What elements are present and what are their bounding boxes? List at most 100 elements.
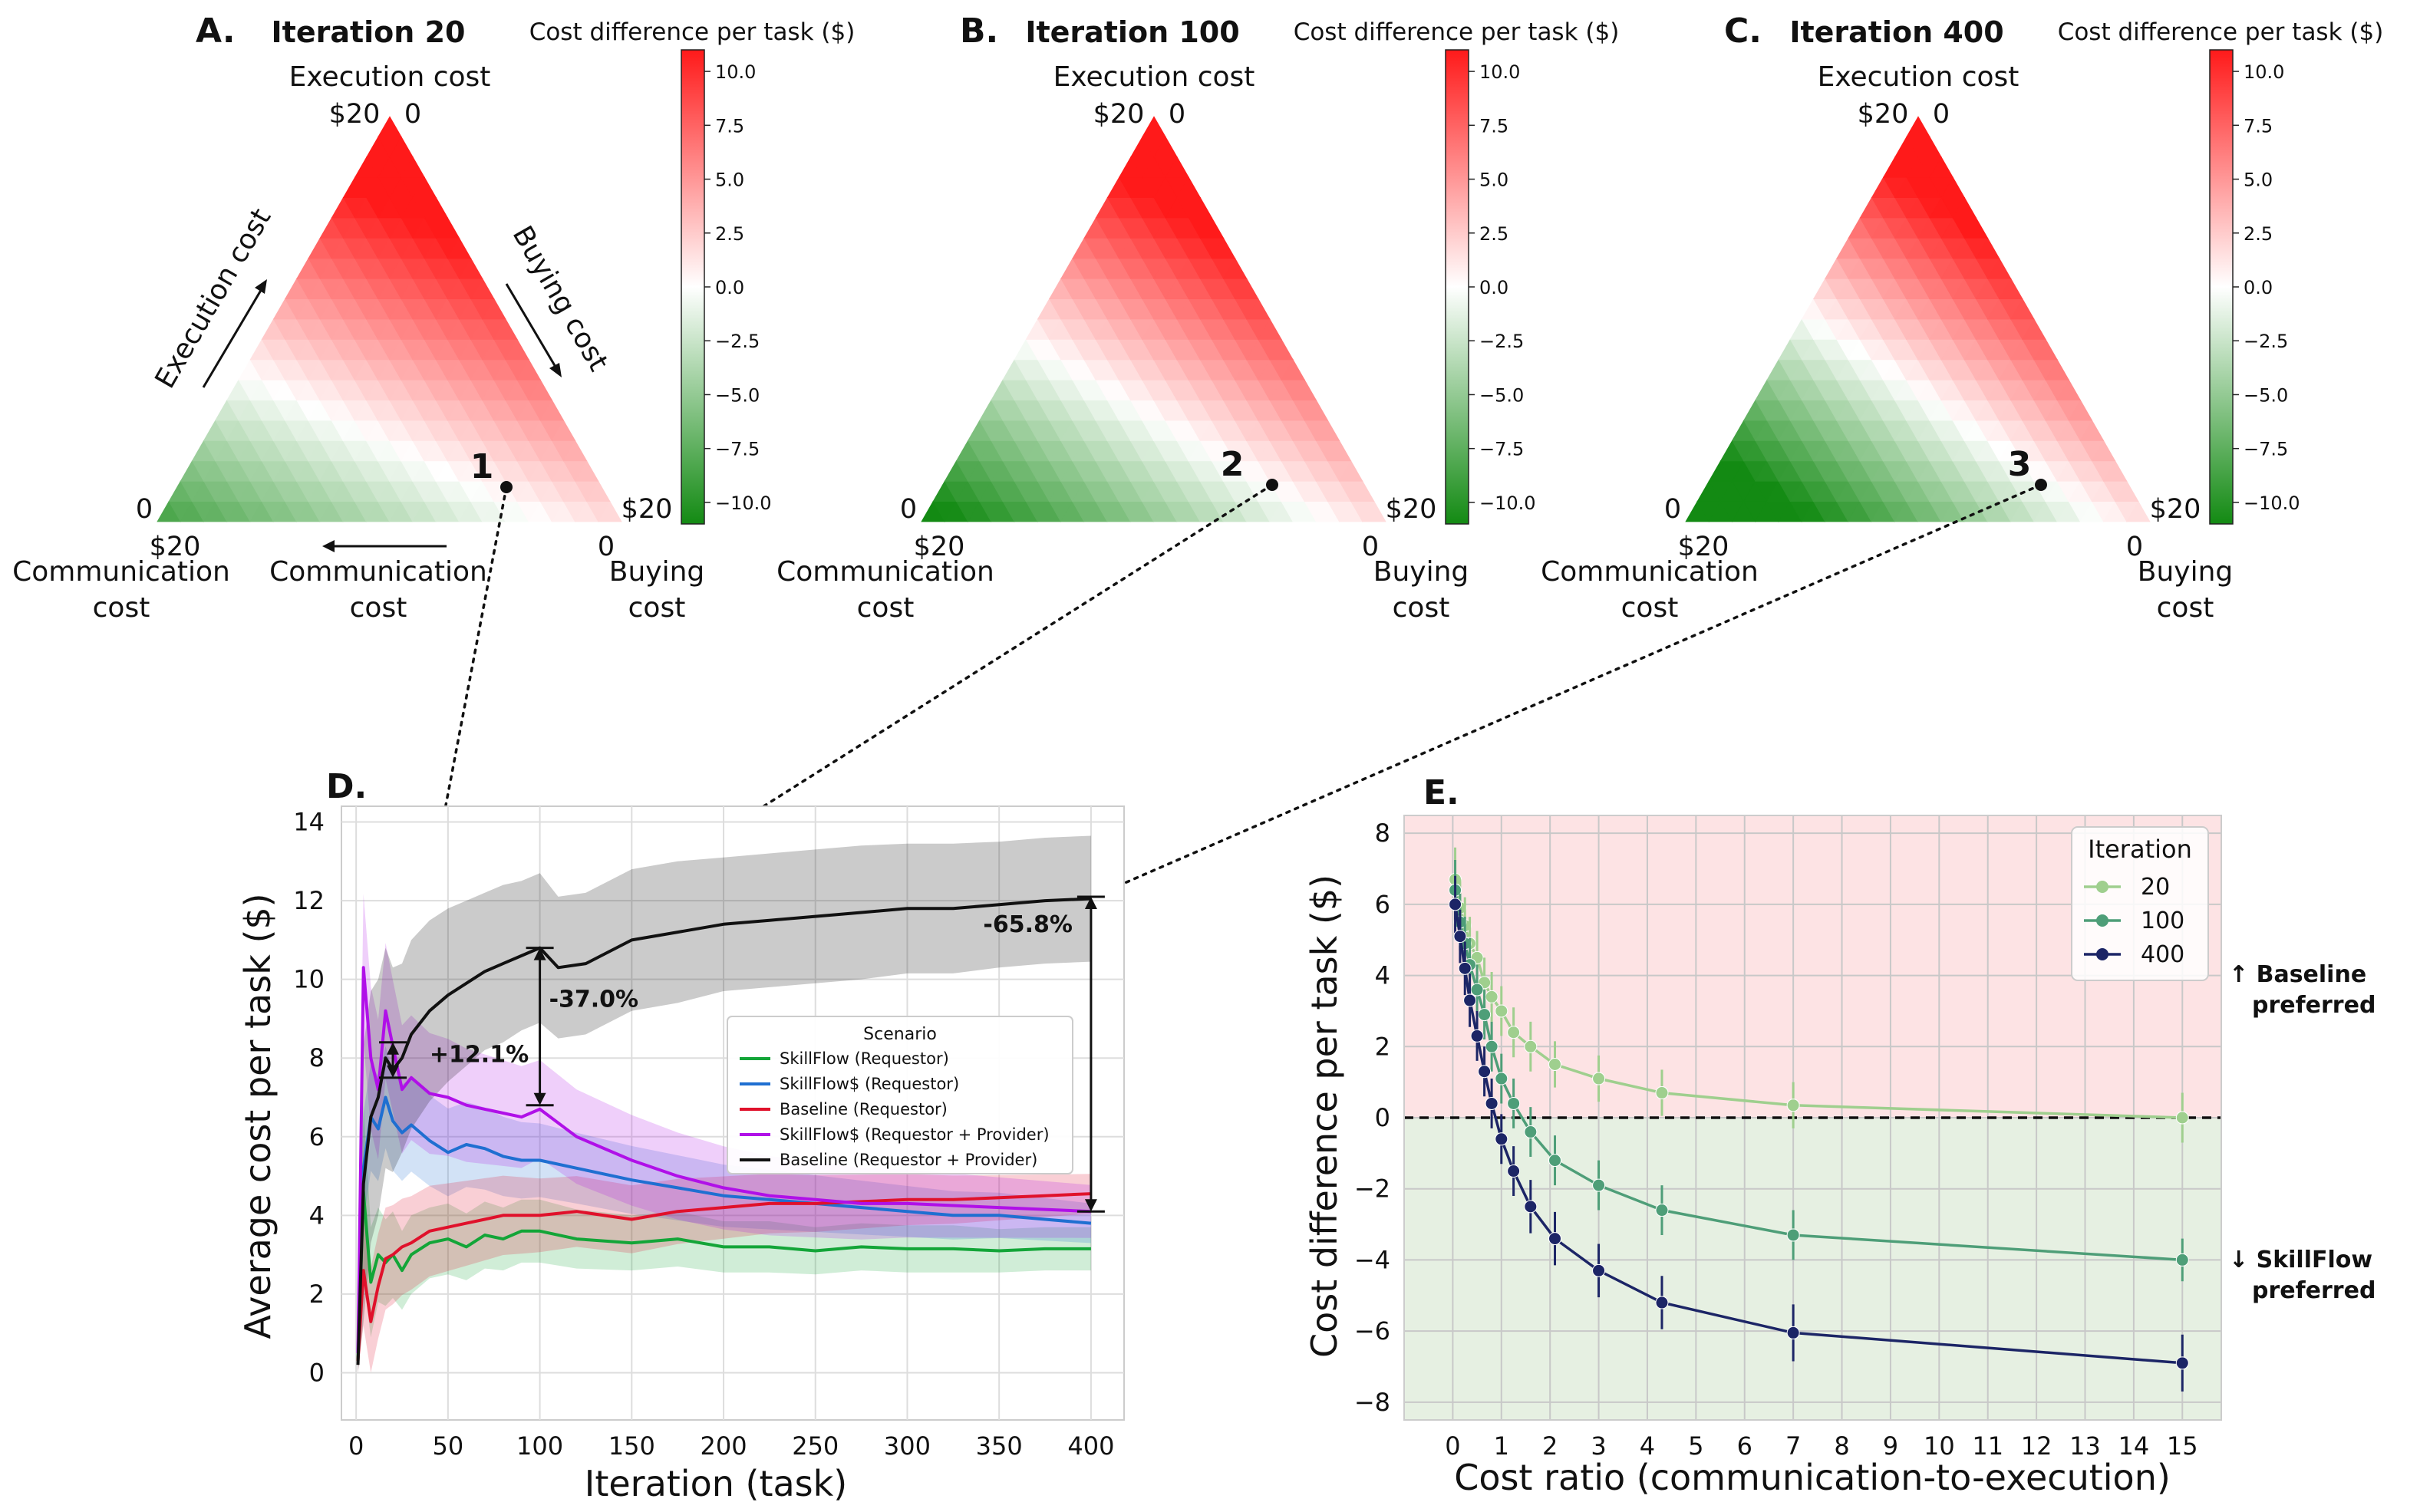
ternary-cell xyxy=(1963,217,1989,239)
corner-right-label-b: 0 xyxy=(598,532,615,562)
corner-left-label-a: 0 xyxy=(1664,494,1681,525)
colorbar-tick-label: −2.5 xyxy=(715,331,760,352)
x-tick-label: 13 xyxy=(2069,1431,2101,1461)
y-tick-label: −4 xyxy=(1354,1245,1390,1274)
x-tick-label: 15 xyxy=(2167,1431,2198,1461)
ternary-cell xyxy=(516,358,541,380)
legend-box xyxy=(2071,826,2209,981)
corner-right-label-a: $20 xyxy=(2150,494,2201,525)
ternary-cell xyxy=(1304,399,1329,421)
x-tick-label: 4 xyxy=(1640,1431,1655,1461)
x-tick-label: 2 xyxy=(1542,1431,1558,1461)
data-point xyxy=(1592,1263,1606,1277)
buying-axis-label-line2: cost xyxy=(628,592,686,624)
corner-top-label-a: $20 xyxy=(1858,99,1909,130)
ternary-marker-label: 2 xyxy=(1221,445,1245,484)
x-tick-label: 0 xyxy=(1445,1431,1460,1461)
legend-title: Iteration xyxy=(2088,835,2192,864)
ternary-cell xyxy=(1199,217,1225,239)
colorbar-tick-label: 10.0 xyxy=(1479,61,1520,83)
series-line xyxy=(356,1190,1091,1362)
legend-box xyxy=(727,1016,1073,1174)
corner-left-label-a: 0 xyxy=(136,494,153,525)
ternary-cell xyxy=(598,500,622,522)
ternary-cells xyxy=(921,116,1386,522)
data-point xyxy=(1470,983,1484,996)
ternary-cell xyxy=(1986,257,2012,279)
ternary-cell xyxy=(2068,399,2093,421)
x-tick-label: 3 xyxy=(1591,1431,1606,1461)
colorbar-tick-label: −5.0 xyxy=(1479,384,1524,406)
ternary-cell xyxy=(505,338,529,361)
panel-label: B. xyxy=(960,12,998,51)
y-tick-label: 4 xyxy=(1375,961,1390,990)
panel-title: Iteration 100 xyxy=(1025,15,1239,49)
buying-axis-label-line2: cost xyxy=(1393,592,1450,624)
panel-e-xlabel: Cost ratio (communication-to-execution) xyxy=(1454,1457,2171,1498)
ternary-cell xyxy=(458,257,483,279)
communication-axis-label-line2: cost xyxy=(1621,592,1679,624)
colorbar-tick-label: 0.0 xyxy=(1479,277,1508,298)
ternary-cell xyxy=(1906,116,1930,137)
data-point xyxy=(1463,993,1477,1007)
y-tick-label: 10 xyxy=(293,965,325,994)
x-tick-label: 5 xyxy=(1688,1431,1703,1461)
y-tick-label: −6 xyxy=(1354,1316,1390,1346)
data-point xyxy=(1495,1004,1508,1018)
colorbar xyxy=(681,49,705,525)
colorbar-tick-label: 2.5 xyxy=(1479,223,1508,245)
buying-axis-label-line2: cost xyxy=(2157,592,2214,624)
corner-left-label-b: $20 xyxy=(914,532,965,562)
region-label-baseline-line2: preferred xyxy=(2252,992,2375,1019)
data-point xyxy=(1485,1096,1498,1110)
ternary-cell xyxy=(1234,278,1259,300)
x-tick-label: 350 xyxy=(976,1431,1023,1461)
buying-axis-label-line1: Buying xyxy=(2138,556,2234,588)
data-point xyxy=(1507,1026,1521,1039)
y-tick-label: 8 xyxy=(1375,819,1390,848)
colorbar-tick-label: 10.0 xyxy=(715,61,756,83)
ternary-marker-label: 3 xyxy=(2008,445,2032,484)
ternary-cell xyxy=(562,440,588,462)
ternary-cell xyxy=(493,318,518,340)
legend-marker xyxy=(2096,881,2108,893)
data-point xyxy=(1592,1178,1606,1192)
colorbar-tick-label: −7.5 xyxy=(715,439,760,460)
data-point xyxy=(1786,1228,1800,1242)
x-tick-label: 11 xyxy=(1972,1431,2003,1461)
data-point xyxy=(1485,1039,1498,1053)
ternary-cell xyxy=(1929,156,1953,178)
x-tick-label: 14 xyxy=(2118,1431,2150,1461)
colorbar-tick-label: 0.0 xyxy=(715,277,744,298)
x-tick-label: 12 xyxy=(2021,1431,2052,1461)
region-label-skillflow-line2: preferred xyxy=(2252,1277,2375,1304)
corner-left-label-b: $20 xyxy=(150,532,201,562)
panel-label: A. xyxy=(196,12,236,51)
communication-arrow-head xyxy=(322,540,335,552)
annotation-arrow-head xyxy=(533,947,546,960)
panel-e-label: E. xyxy=(1423,773,1459,812)
panel-d: D. 0 50 100 150 200 250 300 350 400 0 2 4 6 8 10 12 14 +… xyxy=(237,767,1125,1504)
ternary-cell xyxy=(2114,480,2139,502)
ternary-cell xyxy=(551,420,576,441)
colorbar-tick-label: −5.0 xyxy=(715,384,760,406)
annotation-arrow-head xyxy=(533,1092,546,1105)
x-tick-label: 1 xyxy=(1494,1431,1509,1461)
corner-top-label-b: 0 xyxy=(1933,99,1950,130)
data-point xyxy=(1548,1057,1562,1071)
colorbar-tick-label: 2.5 xyxy=(715,223,744,245)
region-label-skillflow-line1: ↓ SkillFlow xyxy=(2229,1247,2372,1273)
y-tick-label: −2 xyxy=(1354,1174,1390,1204)
ternary-cell xyxy=(1292,379,1317,400)
y-tick-label: 0 xyxy=(309,1358,325,1387)
ternary-cell xyxy=(1165,156,1189,178)
legend-entry: SkillFlow (Requestor) xyxy=(780,1049,949,1068)
legend-entry: 400 xyxy=(2141,941,2184,968)
x-tick-label: 8 xyxy=(1834,1431,1849,1461)
legend-marker xyxy=(2096,948,2108,960)
series-line xyxy=(356,966,1091,1353)
corner-right-label-a: $20 xyxy=(1386,494,1437,525)
data-point xyxy=(1786,1326,1800,1339)
panel-e-ylabel: Cost difference per task ($) xyxy=(1304,875,1345,1358)
